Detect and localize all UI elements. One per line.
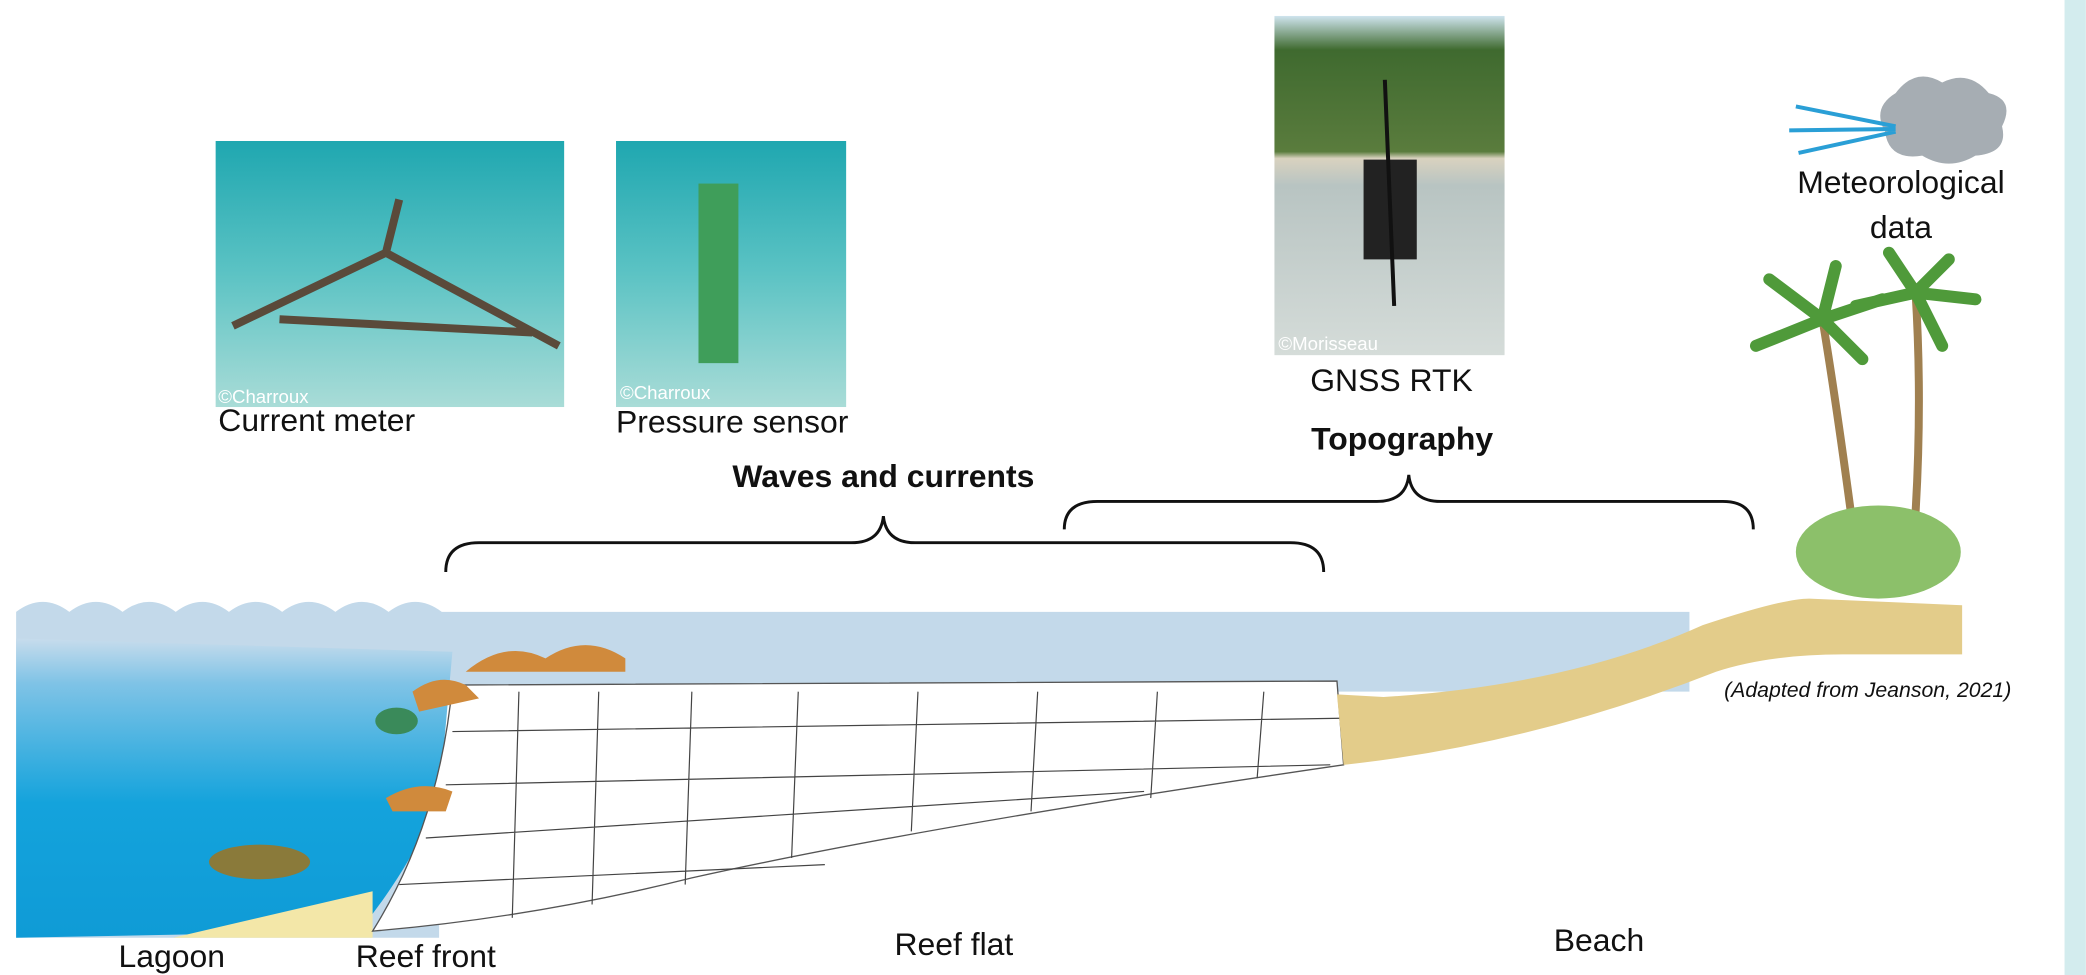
group-label: Topography: [1311, 421, 1493, 457]
zone-label: Reef front: [356, 938, 496, 974]
photo-credit: ©Charroux: [218, 386, 309, 407]
brace-topography: [1062, 474, 1755, 530]
reef-grid: [399, 691, 1341, 918]
meteo-label: Meteorological: [1797, 164, 2005, 200]
zone-label: Lagoon: [119, 938, 225, 974]
fish: [375, 707, 418, 735]
photo-label: Current meter: [218, 402, 415, 438]
zone-label: Reef flat: [894, 926, 1013, 962]
note: (Adapted from Jeanson, 2021): [1724, 678, 2011, 702]
reef: [371, 680, 1345, 932]
lagoon-water: [16, 638, 453, 938]
lagoon-sand: [173, 891, 373, 938]
photo-credit: ©Morisseau: [1278, 333, 1378, 354]
photo-current-meter: [215, 140, 565, 408]
photo-credit: ©Charroux: [620, 382, 711, 403]
meteo-label: data: [1870, 209, 1932, 245]
photo-detail: [698, 183, 739, 364]
photo-label: GNSS RTK: [1310, 362, 1473, 398]
brace-waves: [444, 515, 1326, 573]
photo-label: Pressure sensor: [616, 403, 849, 439]
photo-detail: [1382, 79, 1397, 307]
cloud-icon: [1880, 76, 2007, 164]
wind-icon: [1789, 104, 1897, 155]
beach: [1336, 598, 1963, 765]
zone-label: Beach: [1554, 922, 1644, 958]
bush: [1795, 505, 1961, 599]
photo-detail: [231, 198, 561, 350]
palm-leaves: [1749, 246, 1982, 366]
group-label: Waves and currents: [732, 458, 1034, 494]
coral: [385, 645, 626, 812]
side-bar: [2064, 0, 2086, 975]
fish: [208, 844, 311, 880]
palm-trunk: [1818, 292, 1923, 520]
